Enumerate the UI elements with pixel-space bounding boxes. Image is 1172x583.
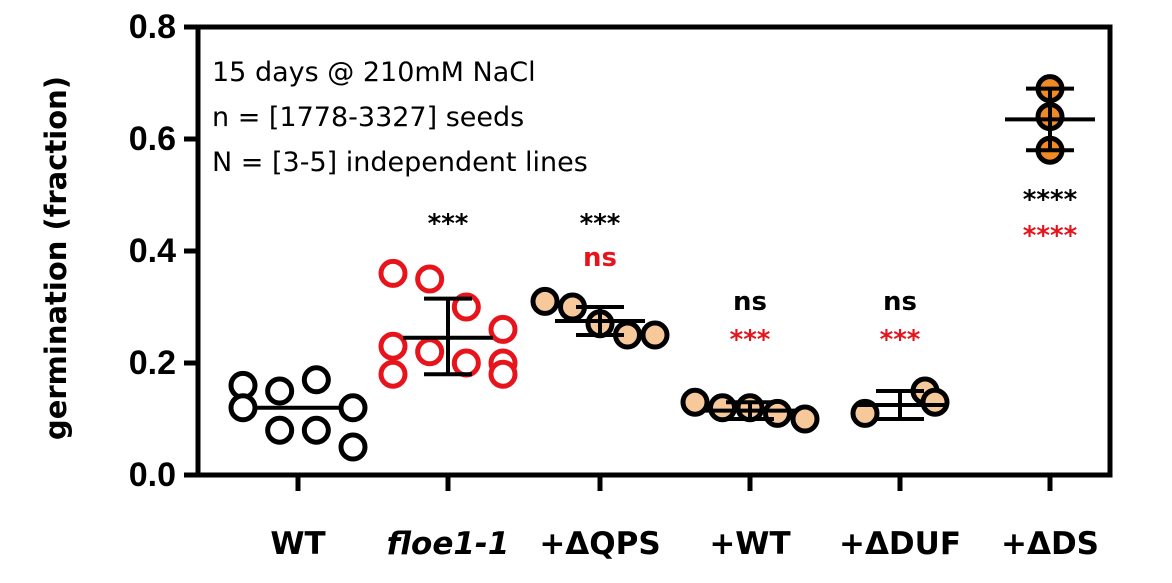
y-tick-label: 0.4 [129, 232, 176, 270]
data-point [488, 359, 518, 389]
data-point [378, 258, 408, 288]
data-point [415, 264, 445, 294]
axes: 0.0 0.2 0.4 0.6 0.8 WT floe1-1 +ΔQPS +WT +ΔDUF +ΔD… [129, 8, 1113, 562]
significance-label: *** [880, 325, 921, 355]
y-tick-label: 0.6 [129, 120, 176, 158]
data-point [378, 331, 408, 361]
x-tick-label: +ΔDS [1001, 526, 1099, 562]
significance-label: **** [1023, 221, 1078, 251]
y-tick-label: 0.0 [129, 456, 176, 494]
significance-label: ns [883, 287, 917, 317]
data-point [228, 393, 258, 423]
data-point [640, 320, 670, 350]
x-tick-label: +ΔDUF [839, 526, 961, 562]
significance-label: ns [733, 287, 767, 317]
data-point [338, 393, 368, 423]
data-point [763, 398, 792, 428]
x-tick-label: +ΔQPS [539, 526, 660, 562]
data-point [265, 415, 295, 445]
annotation-line: N = [3-5] independent lines [212, 147, 588, 178]
annotation-block: 15 days @ 210mM NaCl n = [1778-3327] see… [212, 57, 588, 178]
data-point [338, 432, 368, 462]
significance-label: **** [1023, 185, 1078, 215]
y-tick-label: 0.2 [129, 344, 176, 382]
data-point [451, 292, 481, 322]
significance-label: *** [428, 209, 469, 239]
significance-label: *** [730, 325, 771, 355]
significance-label: *** [580, 209, 621, 239]
data-point [415, 337, 445, 367]
data-point [301, 415, 331, 445]
data-point [488, 314, 518, 344]
y-tick-label: 0.8 [129, 8, 176, 46]
annotation-line: 15 days @ 210mM NaCl [212, 57, 536, 88]
data-point [850, 398, 880, 428]
data-point [530, 286, 560, 316]
x-tick-label: +WT [709, 526, 790, 562]
data-point [790, 404, 820, 434]
data-point [265, 376, 295, 406]
data-point [708, 393, 737, 423]
data-point [451, 348, 481, 378]
y-axis-label: germination (fraction) [39, 76, 73, 440]
annotation-line: n = [1778-3327] seeds [212, 102, 524, 133]
data-point [920, 387, 950, 417]
data-point [378, 359, 408, 389]
x-tick-label: WT [270, 526, 325, 562]
significance-label: ns [583, 243, 617, 273]
data-point [301, 365, 331, 395]
data-point [680, 387, 710, 417]
x-tick-label: floe1-1 [387, 526, 510, 562]
